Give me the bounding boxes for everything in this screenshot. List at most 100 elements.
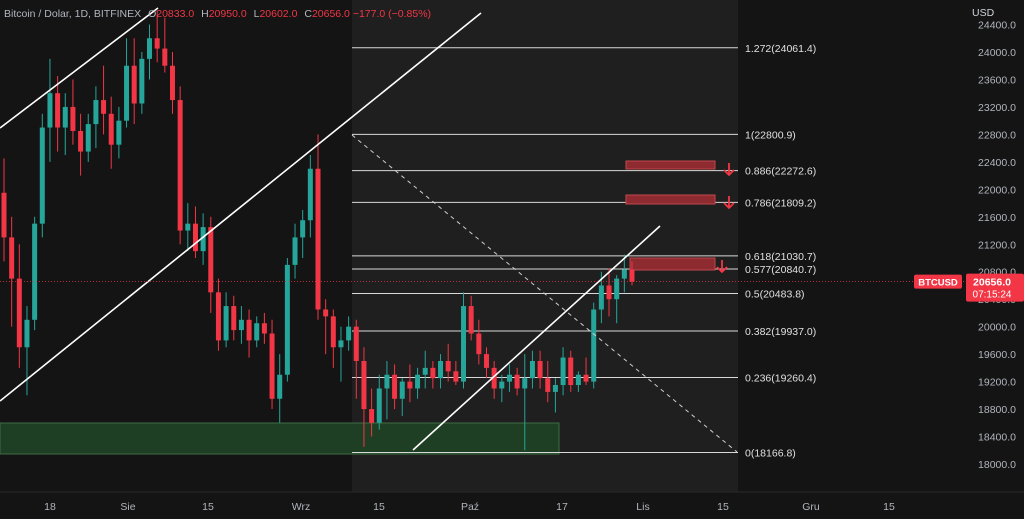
symbol-tag: BTCUSD [918,278,958,289]
time-tick-label: Gru [802,501,820,513]
fib-diagonal-line [351,134,738,453]
candle-body [169,65,175,101]
channel-lower-trendline [0,12,482,402]
candle-body [614,278,620,300]
low-value: 20602.0 [259,8,298,20]
candle-body [101,100,107,114]
fib-level-label: 0.618(21030.7) [745,251,816,263]
candle-body [307,168,313,221]
time-tick-label: 17 [556,501,568,513]
fib-level-label: 0.786(21809.2) [745,197,816,209]
candle-body [177,100,183,231]
candle-body [415,374,421,389]
candle-body [330,316,336,348]
candle-body [483,354,489,368]
down-arrow-icon [723,196,735,210]
candle-body [231,306,237,331]
candle-body [361,361,367,410]
candle-body [522,378,528,389]
price-tick-label: 22400.0 [978,157,1016,169]
candle-body [116,120,122,145]
time-tick-label: 18 [44,501,56,513]
rising-trendline [412,225,661,451]
candle-body [108,113,114,145]
price-tick-label: 24400.0 [978,20,1016,32]
candle-body [438,361,444,379]
candle-body [192,223,198,252]
price-tick-label: 23200.0 [978,102,1016,114]
time-tick-label: Paź [461,501,479,513]
fib-level-label: 0.5(20483.8) [745,288,805,300]
candle-body [453,371,459,382]
candle-body [353,326,359,361]
resistance-box [625,160,716,170]
candle-body [39,127,45,224]
candle-body [124,65,130,121]
change-value: −177.0 (−0.85%) [352,8,432,20]
candle-body [93,100,99,125]
candle-body [384,374,390,389]
high-label: H [201,8,209,20]
time-tick-label: 15 [717,501,729,513]
price-tag-bg [966,273,1024,302]
price-tick-label: 18800.0 [978,404,1016,416]
candle-body [545,378,551,392]
candle-body [537,361,543,379]
candle-body [254,323,260,341]
candle-body [284,264,290,375]
candle-body [560,357,566,386]
candle-body [185,223,191,231]
support-zone [0,422,560,455]
open-label: O [148,8,157,20]
symbol-tag-bg [914,274,962,289]
resistance-box [625,194,716,205]
time-tick-label: Lis [636,501,649,513]
candle-body [139,58,145,104]
candle-body [16,278,22,348]
candle-body [621,269,627,279]
close-label: C [304,8,312,20]
candle-body [461,306,467,382]
candle-body [491,367,497,389]
price-tick-label: 24000.0 [978,47,1016,59]
candle-body [200,227,206,252]
time-tick-label: Wrz [292,501,310,513]
price-tick-label: 18400.0 [978,432,1016,444]
candle-body [9,237,15,279]
candle-body [338,340,344,348]
candle-body [476,333,482,355]
price-tick-label: 21600.0 [978,212,1016,224]
candle-body [47,93,53,128]
candle-body [346,326,352,341]
resistance-box [629,257,716,271]
candle-body [32,223,38,320]
candle-body [575,374,581,386]
fib-level-label: 1(22800.9) [745,129,796,141]
candle-body [162,48,168,66]
price-tick-label: 23600.0 [978,74,1016,86]
candle-body [598,285,604,310]
candle-body [591,309,597,382]
candle-body [85,124,91,152]
candle-body [62,106,68,128]
bar-countdown: 07:15:24 [973,290,1012,301]
candle-body [208,227,214,293]
candle-body [430,367,436,379]
candle-body [376,388,382,423]
price-tick-label: 20000.0 [978,322,1016,334]
candle-body [246,319,252,341]
candle-body [1,192,7,238]
candle-body [154,38,160,49]
open-value: 20833.0 [156,8,195,20]
symbol-title: Bitcoin / Dolar, 1D, BITFINEX [4,8,142,20]
candle-body [514,374,520,389]
candle-body [24,319,30,348]
candle-body [468,306,474,334]
candle-body [269,333,275,399]
candle-body [147,38,153,59]
candle-body [215,292,221,341]
low-label: L [253,8,260,20]
down-arrow-icon [716,260,728,274]
price-tick-label: 18000.0 [978,459,1016,471]
